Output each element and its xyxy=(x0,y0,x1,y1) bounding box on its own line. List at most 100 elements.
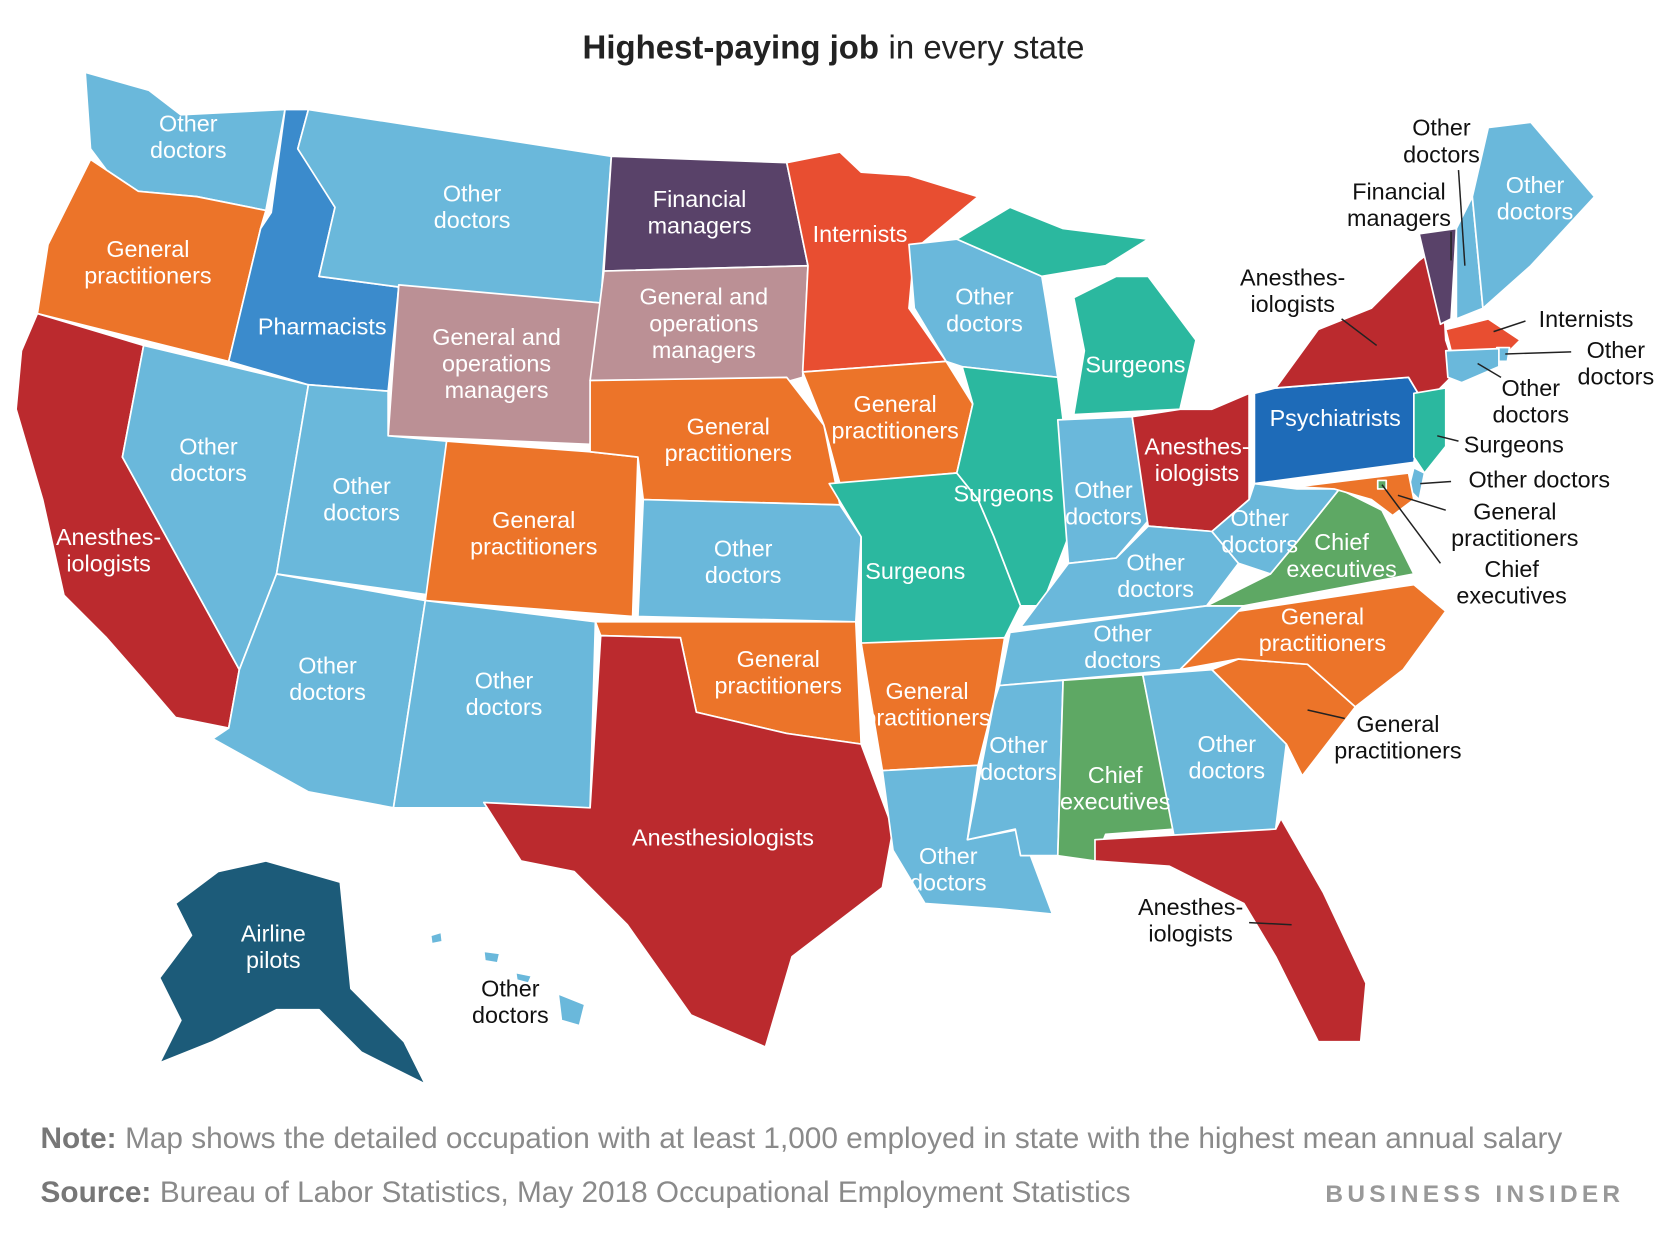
leader-line xyxy=(1420,480,1452,485)
state-label-line: Other xyxy=(1412,115,1471,141)
leader-line xyxy=(1457,170,1466,266)
state-label: Other doctors xyxy=(466,668,543,721)
state-label-line: Other xyxy=(989,732,1048,758)
state-label: Airline pilots xyxy=(241,921,306,974)
state-label-line: doctors xyxy=(910,870,987,896)
state-label-line: Other xyxy=(1198,731,1257,757)
leader-line xyxy=(1437,435,1459,442)
state-label-line: doctors xyxy=(289,679,366,705)
state-label-line: Anesthes- xyxy=(1240,265,1345,291)
state-label: Chief executives xyxy=(1286,529,1396,582)
state-label: Surgeons xyxy=(865,558,965,584)
state-label: Surgeons xyxy=(1464,432,1564,458)
leader-line xyxy=(1505,351,1572,355)
state-label: Internists xyxy=(1539,306,1634,332)
state-label-line: practitioners xyxy=(1334,738,1461,764)
state-label: Other doctors xyxy=(1497,172,1574,225)
state-label-line: Other xyxy=(298,653,357,679)
state-label: General practitioners xyxy=(470,507,597,560)
state-label-line: doctors xyxy=(434,207,511,233)
state xyxy=(429,931,586,1027)
state xyxy=(1444,347,1500,384)
note: Note: Map shows the detailed occupation w… xyxy=(41,1122,1563,1155)
state-label: General practitioners xyxy=(84,236,211,289)
state-label-line: practitioners xyxy=(470,534,597,560)
state-label-line: operations xyxy=(442,351,551,377)
state-label-line: managers xyxy=(1347,205,1451,231)
note-text: Map shows the detailed occupation with a… xyxy=(125,1122,1562,1155)
state-label-line: iologists xyxy=(1155,460,1239,486)
state-label: Other doctors xyxy=(1403,115,1480,168)
state xyxy=(1444,318,1521,352)
state-label-line: General xyxy=(106,236,189,262)
state-label-line: Other doctors xyxy=(1468,467,1610,493)
state-label-line: practitioners xyxy=(1259,630,1386,656)
state-label-line: General xyxy=(1281,604,1364,630)
state-label-line: practitioners xyxy=(863,705,990,731)
state-label-line: Airline xyxy=(241,921,306,947)
leader-line xyxy=(1307,709,1345,720)
state-label-line: Other xyxy=(475,668,534,694)
state-label-line: Other xyxy=(1506,172,1565,198)
state xyxy=(955,206,1197,416)
leader-line xyxy=(1381,484,1442,564)
state-label-line: General xyxy=(687,414,770,440)
state-label-line: doctors xyxy=(323,500,400,526)
state-label-line: Anesthesiologists xyxy=(632,825,814,851)
state-label-line: Other xyxy=(159,111,218,137)
state-label-line: Other xyxy=(481,976,540,1002)
state-label: Other doctors xyxy=(150,111,227,164)
state xyxy=(1179,583,1447,708)
state-label: Other doctors xyxy=(289,653,366,706)
state xyxy=(1471,121,1596,310)
state-label: Surgeons xyxy=(1085,352,1185,378)
state-label-line: doctors xyxy=(1065,504,1142,530)
state-label: General practitioners xyxy=(863,678,990,731)
state-label: Other doctors xyxy=(1065,477,1142,530)
state-label-line: General xyxy=(1473,499,1556,525)
state-label-line: executives xyxy=(1286,556,1396,582)
state-label: Other doctors xyxy=(1468,467,1610,493)
state-label: Anesthes-iologists xyxy=(1240,265,1345,318)
state-label: Other doctors xyxy=(1117,550,1194,603)
state-label: Other doctors xyxy=(1084,621,1161,674)
state-label: Other doctors xyxy=(434,181,511,234)
state-label: Pharmacists xyxy=(258,314,387,340)
state-label: General practitioners xyxy=(831,391,958,444)
state-label-line: practitioners xyxy=(831,418,958,444)
states xyxy=(15,71,1596,1086)
state-label-line: doctors xyxy=(472,1002,549,1028)
state-label-line: Chief xyxy=(1314,529,1369,555)
state-label-line: Other xyxy=(714,536,773,562)
state-label-line: doctors xyxy=(946,310,1023,336)
leader-line xyxy=(1341,318,1378,347)
state-label-line: doctors xyxy=(705,562,782,588)
state-label-line: practitioners xyxy=(1451,525,1578,551)
state xyxy=(1056,415,1149,565)
state-label-line: managers xyxy=(445,377,549,403)
state-label: Other doctors xyxy=(946,284,1023,337)
state-label-line: Financial xyxy=(653,186,747,212)
state xyxy=(1418,227,1458,326)
state-label-line: Other xyxy=(955,284,1014,310)
state-label: Chief executives xyxy=(1456,556,1566,609)
source-text: Bureau of Labor Statistics, May 2018 Occ… xyxy=(160,1176,1131,1209)
state-label-line: General xyxy=(885,678,968,704)
leader-line xyxy=(1477,362,1502,378)
state-label: Surgeons xyxy=(954,480,1054,506)
state-label-line: Other xyxy=(1074,477,1133,503)
state-label-line: General and xyxy=(432,324,561,350)
state-label-line: Financial xyxy=(1352,179,1446,205)
map-title: Highest-paying job in every state xyxy=(583,28,1085,65)
state-label-line: doctors xyxy=(466,694,543,720)
state-label: Other doctors xyxy=(472,976,549,1029)
state-label-line: doctors xyxy=(1188,758,1265,784)
state-label: Chief executives xyxy=(1060,762,1170,815)
leader-line xyxy=(1493,320,1526,333)
brand: BUSINESS INSIDER xyxy=(1325,1181,1624,1208)
state-label: General practitioners xyxy=(715,646,842,699)
state-label-line: Surgeons xyxy=(1085,352,1185,378)
